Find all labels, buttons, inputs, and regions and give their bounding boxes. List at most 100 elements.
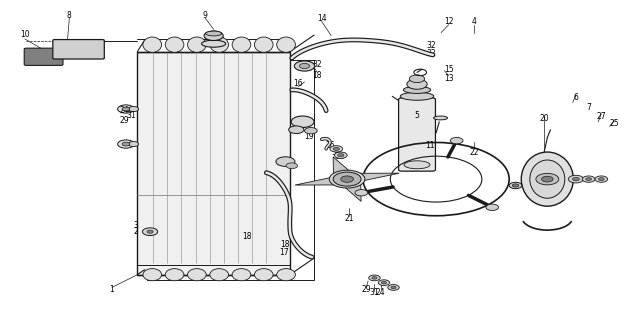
Polygon shape: [295, 178, 336, 185]
Text: 31: 31: [126, 111, 136, 120]
Ellipse shape: [143, 37, 162, 52]
Text: 29: 29: [120, 116, 129, 125]
Text: 28: 28: [336, 152, 345, 161]
Polygon shape: [333, 157, 350, 174]
Circle shape: [329, 170, 365, 188]
FancyBboxPatch shape: [53, 40, 104, 59]
Ellipse shape: [276, 269, 296, 281]
Ellipse shape: [404, 161, 430, 169]
Circle shape: [122, 142, 130, 146]
Text: 5: 5: [415, 111, 419, 120]
Text: 6: 6: [573, 93, 578, 102]
Polygon shape: [138, 52, 290, 275]
Text: 27: 27: [596, 113, 606, 122]
Circle shape: [407, 79, 427, 89]
Polygon shape: [359, 173, 399, 180]
Circle shape: [536, 173, 559, 185]
Circle shape: [129, 107, 139, 112]
Circle shape: [382, 281, 387, 284]
Text: 24: 24: [120, 106, 129, 115]
Circle shape: [294, 61, 315, 71]
Text: 21: 21: [344, 214, 354, 223]
Circle shape: [286, 163, 297, 169]
Text: 26: 26: [325, 141, 335, 150]
Text: 32: 32: [427, 41, 436, 50]
Circle shape: [291, 116, 314, 127]
Ellipse shape: [210, 269, 229, 281]
Circle shape: [355, 189, 368, 196]
Text: 24: 24: [376, 288, 385, 297]
Text: 18: 18: [294, 125, 303, 134]
Ellipse shape: [276, 37, 296, 52]
Circle shape: [586, 178, 592, 180]
Circle shape: [599, 178, 605, 180]
Ellipse shape: [254, 37, 273, 52]
Text: 16: 16: [294, 79, 303, 88]
Ellipse shape: [165, 37, 184, 52]
Text: 18: 18: [281, 240, 290, 249]
Circle shape: [299, 63, 310, 68]
Circle shape: [333, 172, 361, 186]
Text: 3: 3: [133, 221, 138, 230]
Circle shape: [568, 175, 583, 183]
Text: 8: 8: [67, 11, 72, 20]
Circle shape: [276, 157, 295, 166]
Text: 2: 2: [133, 227, 138, 236]
Ellipse shape: [206, 31, 222, 36]
Text: 12: 12: [444, 17, 454, 26]
Circle shape: [410, 75, 425, 83]
Circle shape: [450, 138, 463, 144]
Text: 19: 19: [304, 132, 314, 140]
Ellipse shape: [210, 37, 229, 52]
Circle shape: [388, 284, 399, 290]
Ellipse shape: [201, 40, 225, 47]
Ellipse shape: [204, 31, 223, 41]
Circle shape: [541, 176, 553, 182]
Text: 14: 14: [317, 14, 327, 23]
Ellipse shape: [187, 269, 206, 281]
Circle shape: [573, 177, 580, 181]
Circle shape: [147, 230, 154, 233]
Ellipse shape: [400, 92, 434, 100]
FancyBboxPatch shape: [399, 98, 436, 171]
Circle shape: [369, 275, 380, 281]
Ellipse shape: [165, 269, 184, 281]
Ellipse shape: [143, 269, 162, 281]
Text: 25: 25: [609, 119, 619, 128]
Text: 1: 1: [110, 284, 114, 293]
Circle shape: [143, 228, 158, 236]
Polygon shape: [344, 184, 361, 201]
Text: 30: 30: [331, 148, 341, 156]
Circle shape: [378, 280, 390, 285]
Text: 20: 20: [540, 114, 549, 123]
Text: 18: 18: [243, 232, 252, 241]
Text: 22: 22: [469, 148, 479, 156]
Ellipse shape: [403, 86, 431, 93]
Circle shape: [118, 105, 134, 113]
Text: 18: 18: [313, 71, 322, 80]
Ellipse shape: [187, 37, 206, 52]
Circle shape: [341, 176, 354, 182]
Ellipse shape: [530, 160, 565, 198]
Text: 32: 32: [312, 60, 322, 69]
Text: 31: 31: [369, 288, 379, 297]
Text: 13: 13: [444, 74, 454, 83]
Circle shape: [512, 184, 519, 187]
Circle shape: [595, 176, 608, 182]
Circle shape: [304, 127, 317, 134]
Circle shape: [486, 204, 499, 211]
Text: 9: 9: [203, 11, 208, 20]
Circle shape: [334, 152, 347, 158]
Text: 17: 17: [279, 248, 289, 257]
Ellipse shape: [232, 269, 251, 281]
Text: 10: 10: [20, 30, 30, 39]
Circle shape: [372, 276, 377, 279]
Text: 7: 7: [586, 103, 591, 112]
Text: 11: 11: [425, 141, 434, 150]
Text: 4: 4: [472, 17, 476, 26]
Ellipse shape: [232, 37, 251, 52]
Circle shape: [129, 141, 139, 147]
Text: 32: 32: [427, 49, 436, 58]
Ellipse shape: [434, 116, 448, 120]
Circle shape: [122, 107, 130, 111]
